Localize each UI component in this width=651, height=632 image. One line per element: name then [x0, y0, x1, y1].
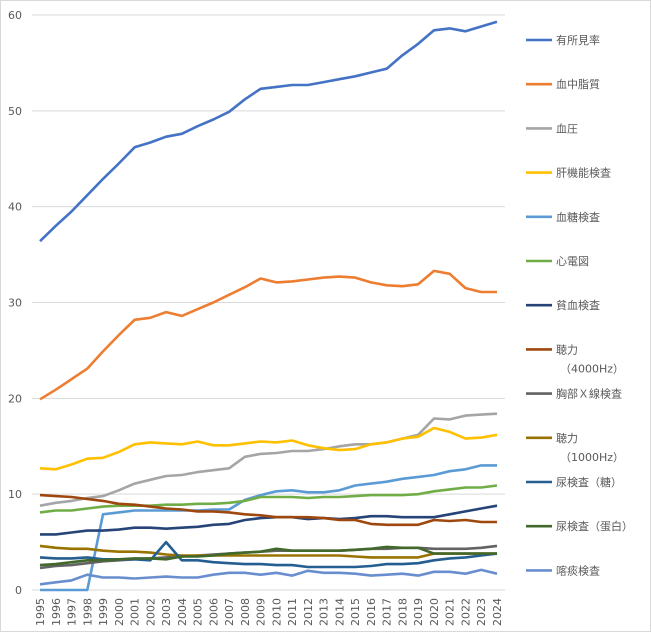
series-line-0: [39, 20, 498, 243]
series-line-3: [39, 426, 498, 471]
x-tick-label: 2013: [318, 598, 331, 626]
x-tick-label: 2006: [207, 598, 220, 626]
x-tick-label: 2003: [160, 598, 173, 626]
legend-label-10: 尿検査（糖）: [556, 475, 622, 489]
x-tick-label: 2015: [349, 598, 362, 626]
series-line-7: [39, 493, 497, 527]
x-tick-label: 2005: [192, 598, 205, 626]
x-tick-label: 2018: [396, 598, 409, 626]
x-tick-label: 2019: [412, 598, 425, 626]
legend-label-12: 喀痰検査: [556, 563, 600, 577]
x-tick-label: 2024: [491, 598, 504, 626]
x-tick-label: 1998: [81, 598, 94, 626]
x-tick-label: 1999: [97, 598, 110, 626]
legend-label-8: 胸部Ｘ線検査: [556, 387, 622, 401]
series-line-2: [39, 412, 498, 507]
legend-label-5: 心電図: [556, 255, 589, 268]
x-tick-label: 1995: [34, 598, 47, 626]
legend-label-9: 聴力（1000Hz）: [556, 432, 624, 464]
legend-label-3: 肝機能検査: [556, 166, 611, 180]
x-tick-label: 2011: [286, 598, 299, 626]
legend-label-4: 血糖検査: [556, 210, 600, 224]
legend-label-1: 血中脂質: [556, 77, 600, 91]
x-tick-label: 2001: [129, 598, 142, 626]
series-line-12: [39, 568, 498, 586]
y-tick-label: 10: [8, 488, 22, 501]
x-tick-label: 2022: [459, 598, 472, 626]
y-tick-label: 40: [8, 201, 22, 214]
legend-label-7: 聴力（4000Hz）: [556, 343, 624, 375]
x-tick-label: 2002: [144, 598, 157, 626]
x-tick-label: 2017: [381, 598, 394, 626]
x-tick-label: 2012: [302, 598, 315, 626]
legend-label-11: 尿検査（蛋白）: [556, 519, 633, 533]
x-tick-label: 1997: [66, 598, 79, 626]
series-line-9: [39, 544, 497, 559]
series-line-5: [39, 484, 498, 514]
legend-label-0: 有所見率: [556, 33, 600, 47]
y-tick-label: 50: [8, 105, 22, 118]
legend-label-6: 貧血検査: [556, 298, 600, 312]
x-tick-label: 2021: [444, 598, 457, 626]
y-tick-label: 60: [8, 9, 22, 22]
series-line-1: [39, 269, 497, 401]
series-line-4: [40, 464, 497, 592]
x-tick-label: 2020: [428, 598, 441, 626]
x-tick-label: 2007: [223, 598, 236, 626]
legend-label-2: 血圧: [556, 121, 578, 135]
x-tick-label: 2010: [270, 598, 283, 626]
series-line-6: [40, 504, 498, 536]
x-tick-label: 2016: [365, 598, 378, 626]
x-tick-label: 2000: [113, 598, 126, 626]
x-tick-label: 1996: [50, 598, 63, 626]
x-tick-label: 2023: [475, 598, 488, 626]
y-tick-label: 30: [8, 297, 22, 310]
x-tick-label: 2008: [239, 598, 252, 626]
x-tick-label: 2009: [255, 598, 268, 626]
series-line-11: [39, 545, 497, 567]
y-tick-label: 20: [8, 392, 22, 405]
y-tick-label: 0: [15, 584, 22, 597]
x-tick-label: 2014: [333, 598, 346, 626]
x-tick-label: 2004: [176, 598, 189, 626]
